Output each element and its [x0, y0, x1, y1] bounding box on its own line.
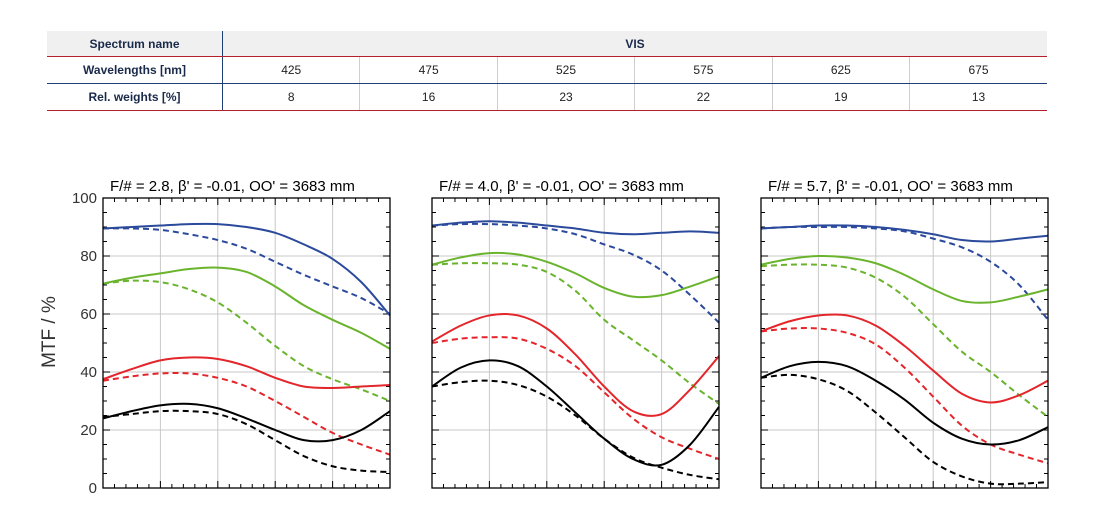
- mtf-charts: MTF / % 0 20 40 60 80 100 F/# = 2.8, β' = -0.…: [39, 178, 1049, 497]
- series-line-red-dashed: [431, 336, 720, 460]
- y-tick-label: 0: [89, 480, 97, 497]
- weight-cell: 23: [497, 83, 636, 111]
- wavelengths-row: Wavelengths [nm] 425 475 525 575 625 675: [47, 56, 1047, 84]
- weight-cell: 16: [359, 83, 498, 111]
- series-line-blue-dashed: [431, 222, 720, 324]
- weight-cell: 8: [222, 83, 361, 111]
- series-line-red-solid: [760, 313, 1049, 404]
- spectrum-name-value: VIS: [222, 31, 1047, 57]
- y-tick-labels: 0 20 40 60 80 100: [72, 190, 97, 497]
- series-line-blue-solid: [431, 220, 720, 236]
- plot-frame: [760, 197, 1049, 489]
- series-line-red-dashed: [102, 371, 391, 456]
- y-tick-label: 20: [80, 422, 97, 439]
- wavelength-cell: 425: [222, 56, 361, 84]
- series-line-blue-dashed: [102, 227, 391, 315]
- weight-cell: 13: [909, 83, 1047, 111]
- plot-background: [103, 198, 390, 488]
- plot-background: [432, 198, 719, 488]
- chart-panel: F/# = 5.7, β' = -0.01, OO' = 3683 mm: [760, 178, 1049, 489]
- series-line-blue-solid: [102, 222, 391, 317]
- wavelength-cell: 675: [909, 56, 1047, 84]
- wavelength-cell: 625: [772, 56, 911, 84]
- series-line-red-solid: [102, 356, 391, 389]
- wavelength-cell: 525: [497, 56, 636, 84]
- weight-cell: 22: [634, 83, 773, 111]
- y-tick-label: 40: [80, 364, 97, 381]
- series-line-red-solid: [431, 313, 720, 417]
- series-line-green-solid: [431, 251, 720, 299]
- series-line-blue-dashed: [760, 225, 1049, 321]
- series-line-black-dashed: [102, 409, 391, 474]
- series-line-green-solid: [102, 266, 391, 350]
- panel-title: F/# = 5.7, β' = -0.01, OO' = 3683 mm: [768, 178, 1013, 195]
- spectrum-name-label: Spectrum name: [47, 31, 223, 57]
- panel-title: F/# = 4.0, β' = -0.01, OO' = 3683 mm: [439, 178, 684, 195]
- series-line-green-dashed: [431, 262, 720, 405]
- weights-row: Rel. weights [%] 8 16 23 22 19 13: [47, 83, 1047, 111]
- series-line-black-solid: [431, 359, 720, 467]
- y-tick-label: 80: [80, 248, 97, 265]
- weights-label: Rel. weights [%]: [47, 83, 223, 111]
- series-line-black-solid: [102, 402, 391, 443]
- spectrum-table: Spectrum name VIS Wavelengths [nm] 425 4…: [47, 31, 1047, 111]
- wavelengths-label: Wavelengths [nm]: [47, 56, 223, 84]
- weight-cell: 19: [772, 83, 911, 111]
- series-line-blue-solid: [760, 224, 1049, 243]
- chart-panel: F/# = 2.8, β' = -0.01, OO' = 3683 mm: [102, 178, 391, 489]
- plot-background: [761, 198, 1048, 488]
- panel-title: F/# = 2.8, β' = -0.01, OO' = 3683 mm: [110, 178, 355, 195]
- wavelength-cell: 475: [359, 56, 498, 84]
- spectrum-name-row: Spectrum name VIS: [47, 31, 1047, 57]
- y-tick-label: 60: [80, 306, 97, 323]
- chart-panels: F/# = 2.8, β' = -0.01, OO' = 3683 mm F/# …: [102, 178, 1049, 489]
- series-line-green-dashed: [760, 263, 1049, 418]
- series-line-black-solid: [760, 360, 1049, 446]
- series-line-red-dashed: [760, 327, 1049, 465]
- plot-frame: [431, 197, 720, 489]
- y-tick-label: 100: [72, 190, 97, 207]
- chart-panel: F/# = 4.0, β' = -0.01, OO' = 3683 mm: [431, 178, 720, 489]
- series-line-black-dashed: [760, 373, 1049, 486]
- series-line-green-dashed: [102, 279, 391, 402]
- y-axis-label: MTF / %: [39, 296, 60, 368]
- series-line-green-solid: [760, 254, 1049, 304]
- wavelength-cell: 575: [634, 56, 773, 84]
- series-line-black-dashed: [431, 379, 720, 481]
- plot-frame: [102, 197, 391, 489]
